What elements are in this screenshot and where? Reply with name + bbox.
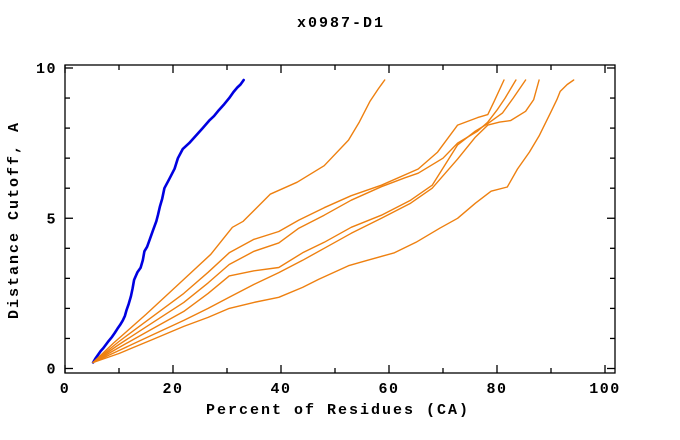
x-tick-label: 20	[162, 381, 183, 398]
chart-title: x0987-D1	[297, 15, 385, 32]
plot-border	[64, 64, 616, 374]
series-line-model-orange-4	[92, 79, 527, 364]
y-tick-label: 5	[46, 211, 57, 228]
series-line-model-orange-6	[92, 79, 575, 364]
series-line-model-orange-1	[92, 79, 386, 364]
y-axis-label: Distance Cutoff, A	[6, 121, 23, 319]
x-tick-label: 80	[486, 381, 507, 398]
x-tick-label: 60	[378, 381, 399, 398]
series-line-model-orange-2	[92, 79, 505, 364]
x-axis-label: Percent of Residues (CA)	[206, 402, 470, 419]
x-tick-label: 100	[589, 381, 621, 398]
data-series	[91, 78, 575, 364]
axis-ticks	[64, 65, 615, 373]
series-line-model-orange-5	[92, 79, 540, 364]
y-tick-label: 0	[46, 362, 57, 379]
x-tick-label: 0	[60, 381, 71, 398]
plot-frame	[64, 64, 616, 374]
series-line-model-highlighted-blue	[91, 78, 245, 364]
axis-tick-labels: 0 20 40 60 80 100 0 5 10	[36, 61, 621, 398]
x-tick-label: 40	[270, 381, 291, 398]
y-tick-label: 10	[36, 61, 57, 78]
